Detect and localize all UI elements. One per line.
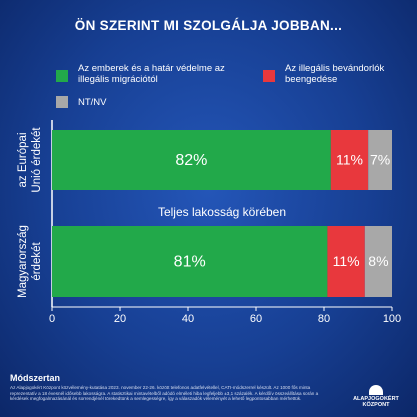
x-tick-label: 60 bbox=[250, 313, 262, 325]
x-tick-label: 20 bbox=[114, 313, 126, 325]
bar-segment bbox=[364, 226, 392, 297]
logo-mark bbox=[369, 385, 383, 395]
legend-swatch bbox=[56, 70, 68, 82]
legend-label: Az illegális bevándorlók beengedése bbox=[285, 63, 385, 85]
x-tick-label: 100 bbox=[383, 313, 401, 325]
value-label: 7% bbox=[370, 152, 390, 168]
y-category-line: érdekét bbox=[31, 242, 43, 281]
footer-text: Az Alapjogokért Központ közvélemény-kuta… bbox=[10, 385, 319, 402]
logo: ALAPJOGOKÉRT KÖZPONT bbox=[340, 385, 412, 408]
value-label: 11% bbox=[333, 253, 360, 269]
value-label: 11% bbox=[336, 152, 363, 168]
bar-segment bbox=[52, 226, 328, 297]
y-category-line: Unió érdekét bbox=[31, 127, 43, 193]
y-category-label: az Európai Unió érdekét bbox=[17, 127, 43, 193]
bar-segment bbox=[327, 226, 365, 297]
y-category-label: Magyarország érdekét bbox=[17, 225, 43, 298]
y-category-line: Magyarország bbox=[17, 225, 29, 298]
chart-title: ÖN SZERINT MI SZOLGÁLJA JOBBAN... bbox=[74, 18, 343, 33]
x-tick-label: 40 bbox=[182, 313, 194, 325]
x-tick-label: 0 bbox=[49, 313, 55, 325]
legend-swatch bbox=[263, 70, 275, 82]
footer-heading: Módszertan bbox=[10, 373, 61, 383]
value-label: 82% bbox=[175, 152, 207, 169]
legend-label: Az emberek és a határ védelme az illegál… bbox=[78, 63, 225, 85]
x-tick-label: 80 bbox=[318, 313, 330, 325]
value-label: 81% bbox=[174, 254, 206, 271]
bar-segment bbox=[52, 130, 331, 190]
bar-segment bbox=[368, 130, 392, 190]
legend-label: NT/NV bbox=[78, 97, 107, 108]
y-category-line: az Európai bbox=[17, 133, 29, 188]
value-label: 8% bbox=[368, 253, 388, 269]
legend-swatch bbox=[56, 96, 68, 108]
bar-segment bbox=[330, 130, 369, 190]
logo-text: ALAPJOGOKÉRT KÖZPONT bbox=[353, 396, 399, 408]
annotation: Teljes lakosság körében bbox=[158, 205, 286, 219]
